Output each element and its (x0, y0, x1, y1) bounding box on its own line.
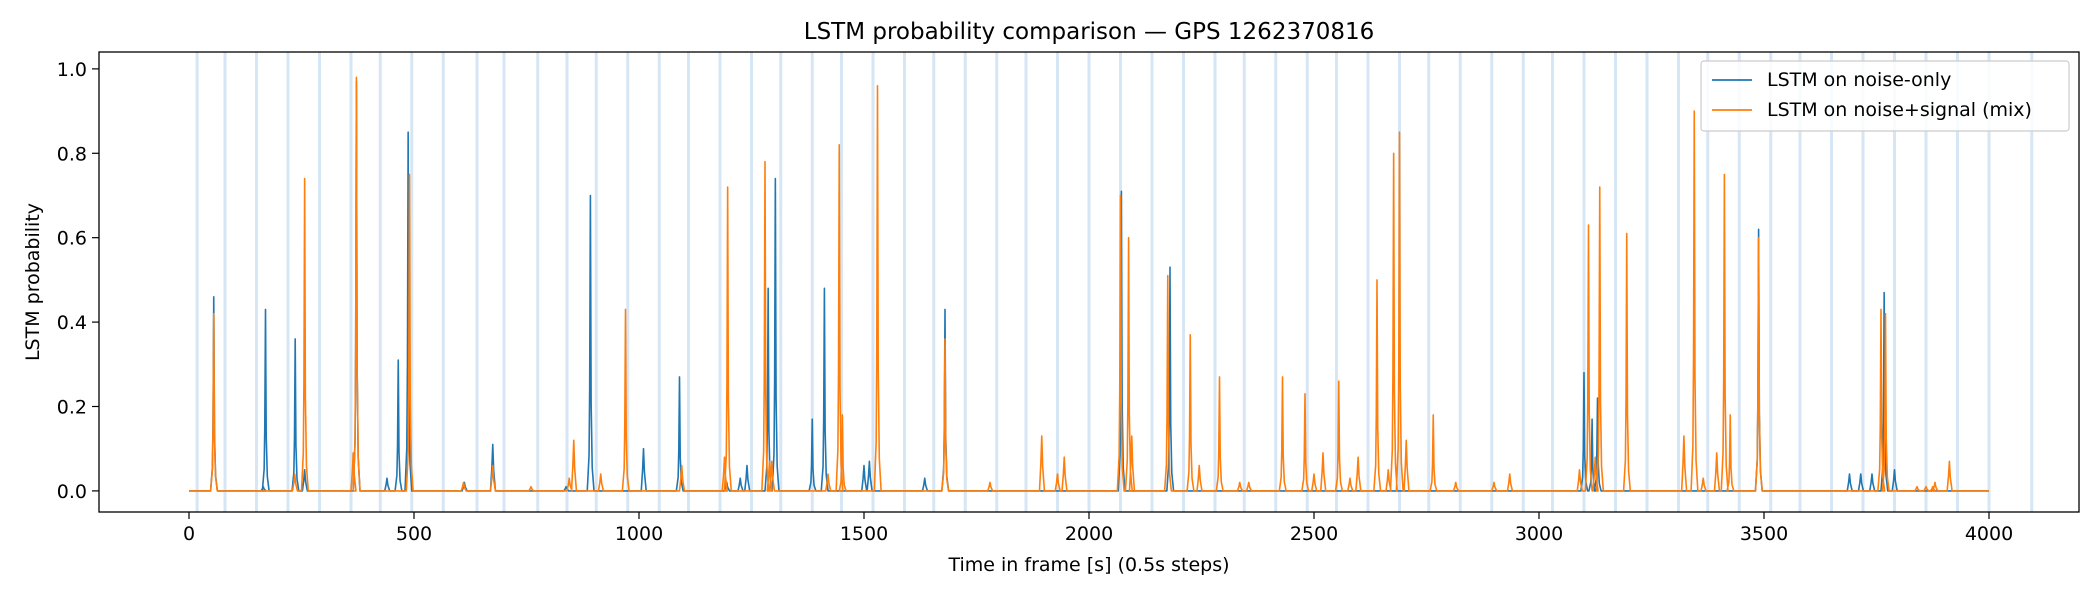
legend-label-noise-only: LSTM on noise-only (1767, 69, 1951, 91)
x-tick-label: 3500 (1740, 523, 1788, 545)
x-tick-label: 1500 (840, 523, 888, 545)
chart-title: LSTM probability comparison — GPS 126237… (804, 19, 1375, 45)
y-tick-label: 0.2 (57, 396, 87, 418)
y-axis-ticks: 0.0 0.2 0.4 0.6 0.8 1.0 (57, 59, 99, 503)
series-lines (189, 76, 1989, 492)
x-tick-label: 4000 (1965, 523, 2013, 545)
x-axis-label: Time in frame [s] (0.5s steps) (947, 554, 1229, 576)
x-tick-label: 500 (396, 523, 432, 545)
x-tick-label: 3000 (1515, 523, 1563, 545)
y-tick-label: 0.0 (57, 481, 87, 503)
x-tick-label: 0 (183, 523, 195, 545)
x-tick-label: 2000 (1065, 523, 1113, 545)
y-tick-label: 0.4 (57, 312, 87, 334)
x-tick-label: 2500 (1290, 523, 1338, 545)
legend-label-noise-signal-mix: LSTM on noise+signal (mix) (1767, 99, 2032, 121)
y-tick-label: 0.8 (57, 143, 87, 165)
x-tick-label: 1000 (615, 523, 663, 545)
x-axis-ticks: 0 500 1000 1500 2000 2500 3000 3500 4000 (183, 512, 2013, 545)
series-line-noise-signal-mix (189, 76, 1989, 492)
legend: LSTM on noise-only LSTM on noise+signal … (1700, 60, 2070, 132)
y-axis-label: LSTM probability (22, 203, 44, 361)
legend-box (1700, 60, 2070, 132)
y-tick-label: 1.0 (57, 59, 87, 81)
y-tick-label: 0.6 (57, 228, 87, 250)
